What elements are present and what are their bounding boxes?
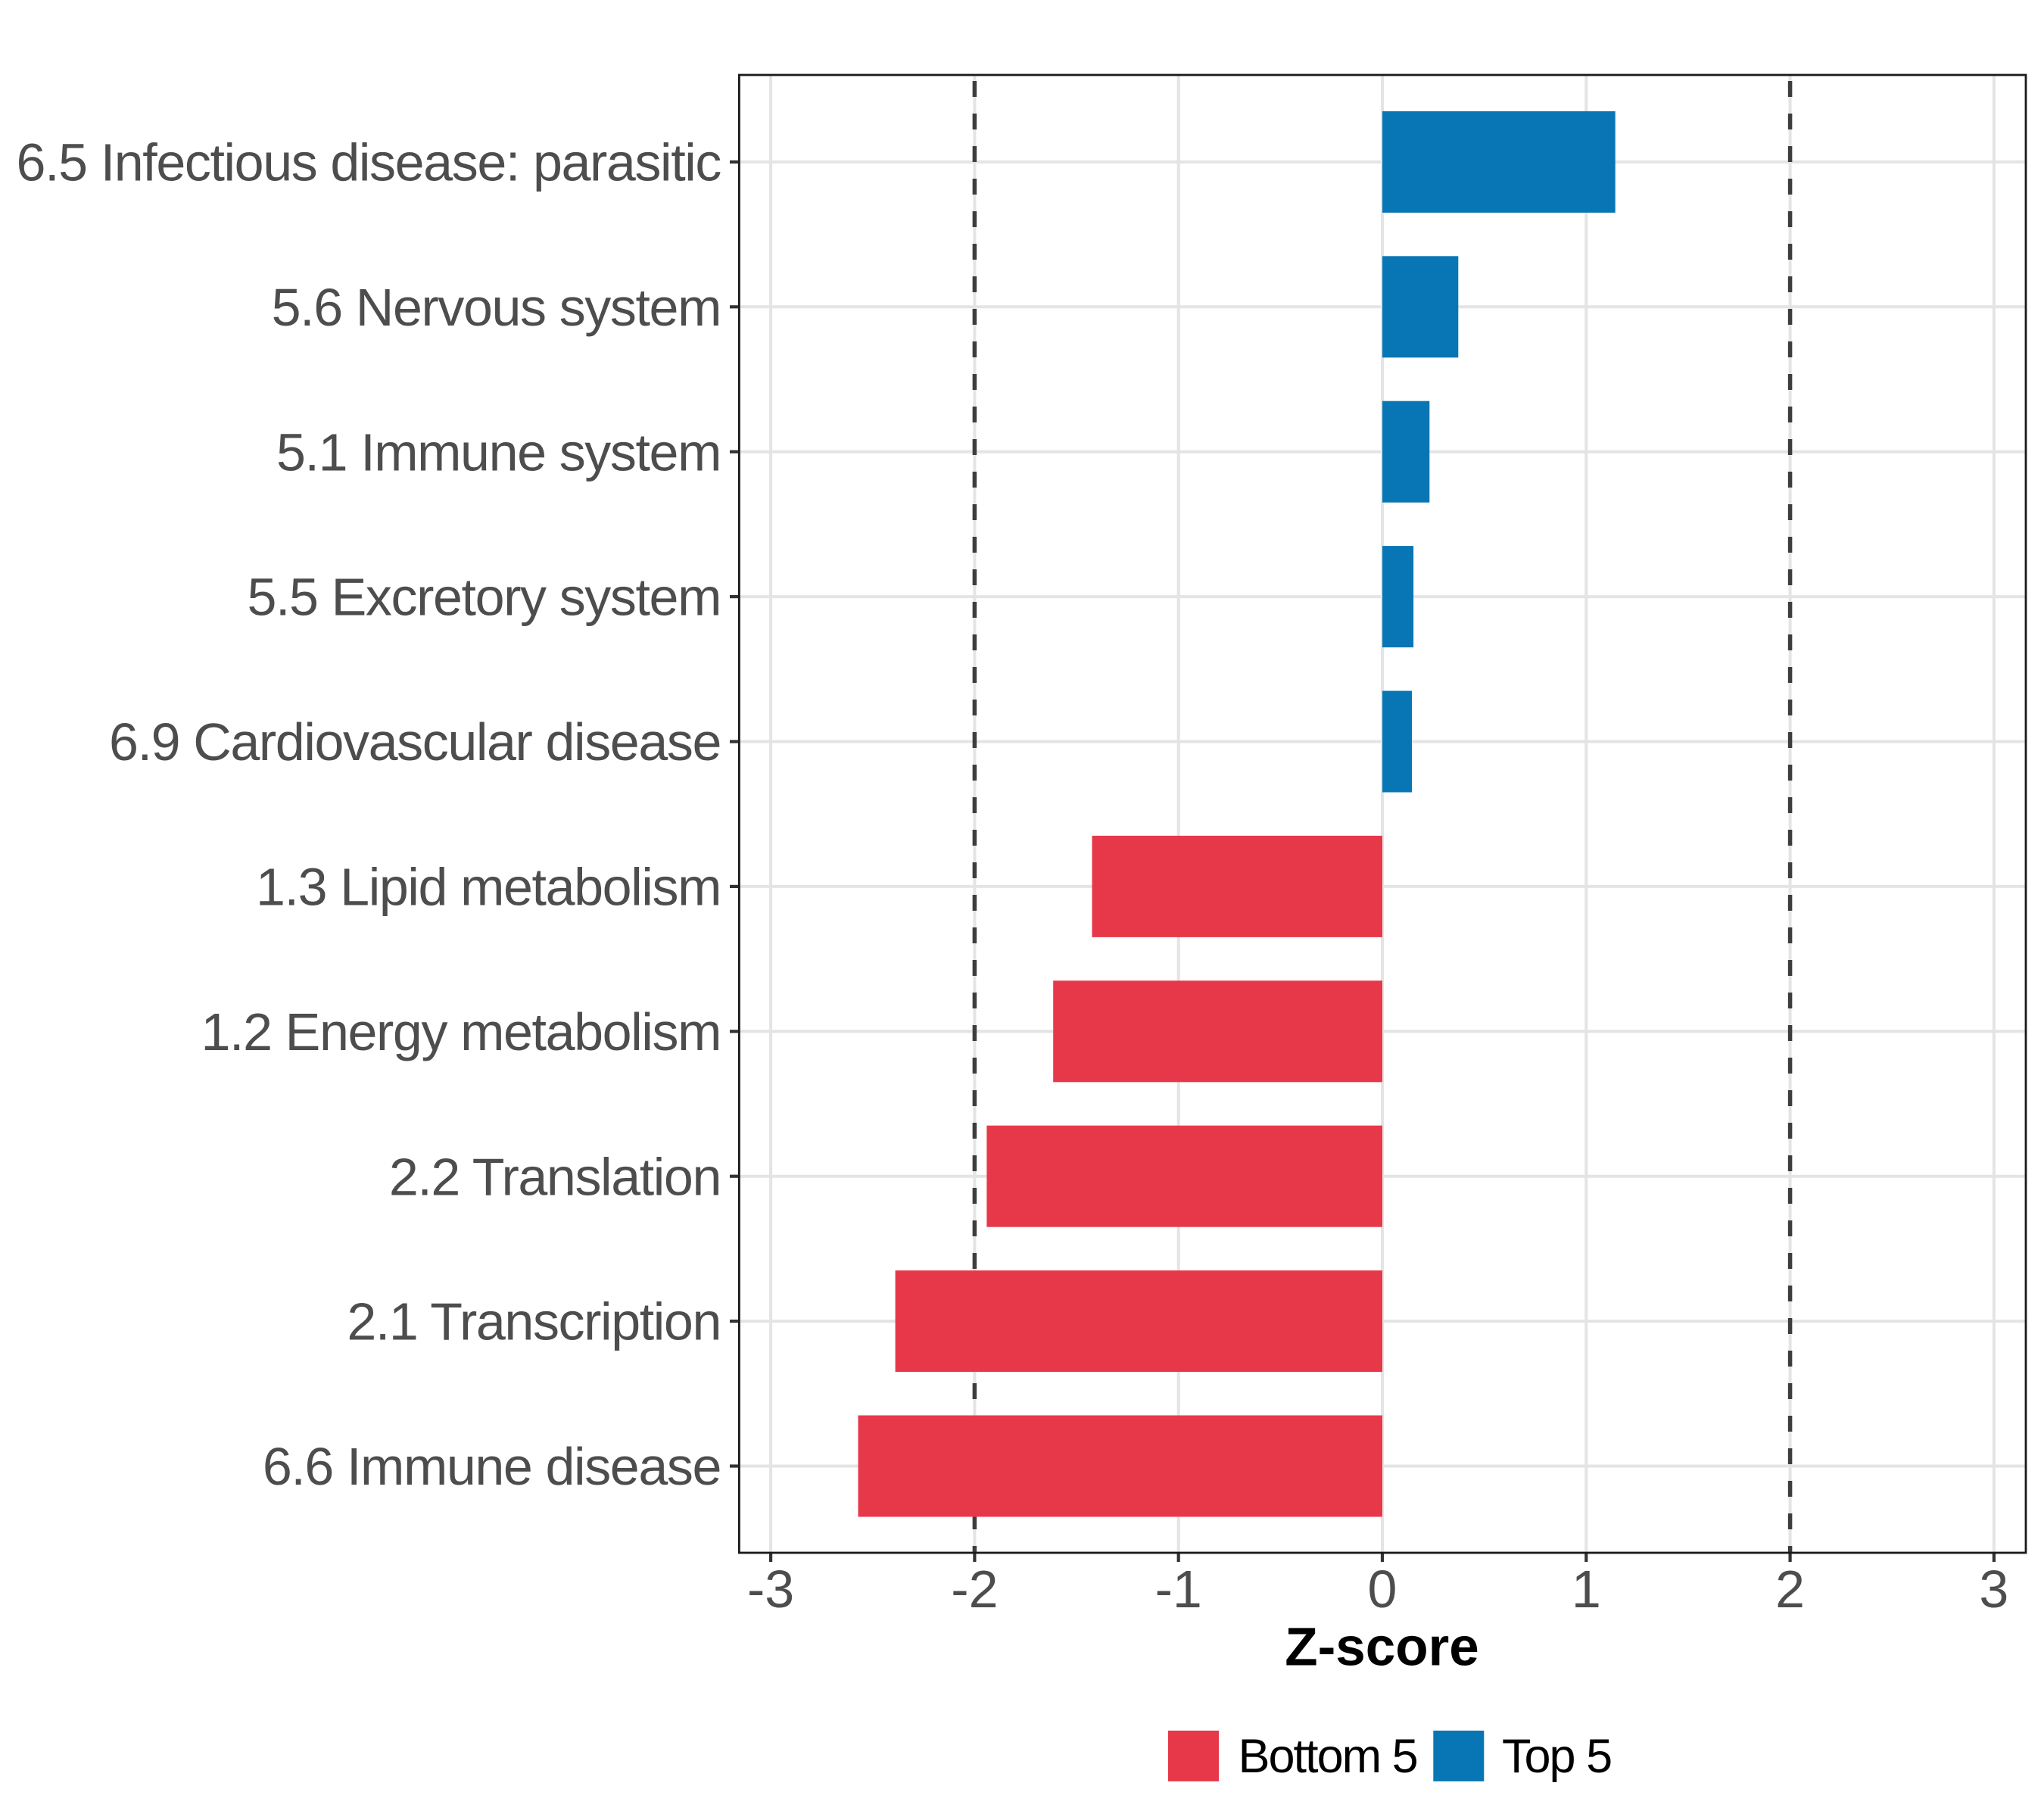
svg-text:-3: -3 xyxy=(747,1560,794,1619)
svg-text:1: 1 xyxy=(1572,1560,1601,1619)
svg-text:6.5 Infectious disease: parasi: 6.5 Infectious disease: parasitic xyxy=(17,133,721,192)
svg-text:5.6 Nervous system: 5.6 Nervous system xyxy=(272,278,721,337)
svg-text:Bottom 5: Bottom 5 xyxy=(1239,1730,1417,1783)
svg-text:1.3 Lipid metabolism: 1.3 Lipid metabolism xyxy=(256,858,721,917)
svg-text:Z-score: Z-score xyxy=(1285,1618,1478,1678)
svg-text:2.1 Transcription: 2.1 Transcription xyxy=(347,1292,721,1351)
svg-text:2.2 Translation: 2.2 Translation xyxy=(389,1147,721,1206)
svg-text:6.6 Immune disease: 6.6 Immune disease xyxy=(263,1437,721,1496)
svg-text:2: 2 xyxy=(1775,1560,1805,1619)
svg-text:6.9 Cardiovascular disease: 6.9 Cardiovascular disease xyxy=(109,712,721,771)
svg-text:5.1 Immune system: 5.1 Immune system xyxy=(276,422,721,482)
svg-text:5.5 Excretory system: 5.5 Excretory system xyxy=(247,568,721,627)
svg-text:3: 3 xyxy=(1979,1560,2008,1619)
svg-text:-2: -2 xyxy=(951,1560,998,1619)
svg-text:0: 0 xyxy=(1368,1560,1397,1619)
svg-text:-1: -1 xyxy=(1155,1560,1202,1619)
svg-text:Top 5: Top 5 xyxy=(1502,1730,1611,1783)
svg-text:1.2 Energy metabolism: 1.2 Energy metabolism xyxy=(201,1002,721,1061)
